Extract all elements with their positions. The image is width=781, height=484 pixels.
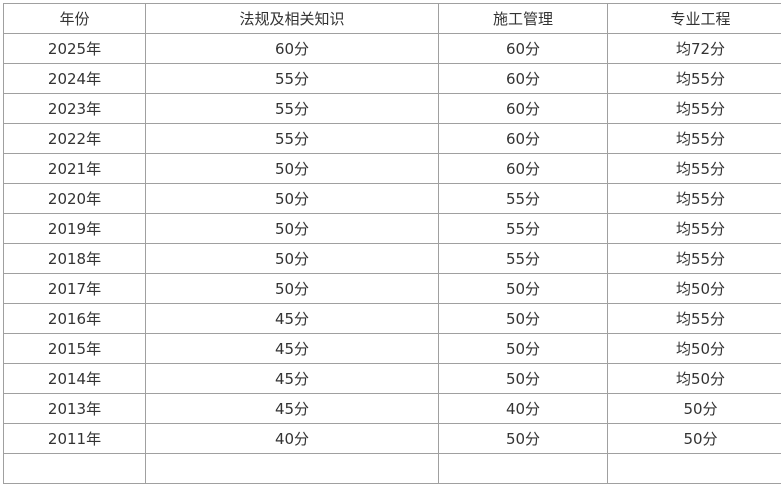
- table-cell: 2017年: [4, 274, 146, 304]
- table-cell: 40分: [146, 424, 439, 454]
- table-cell: 2021年: [4, 154, 146, 184]
- table-cell: [439, 454, 608, 484]
- table-cell: 2015年: [4, 334, 146, 364]
- table-cell: 2025年: [4, 34, 146, 64]
- table-cell: 50分: [439, 334, 608, 364]
- table-cell: 45分: [146, 304, 439, 334]
- table-cell: 均50分: [608, 274, 781, 304]
- table-cell: 50分: [146, 184, 439, 214]
- table-cell: 55分: [146, 124, 439, 154]
- table-cell: 60分: [439, 64, 608, 94]
- table-cell: 55分: [439, 244, 608, 274]
- table-cell: 50分: [439, 364, 608, 394]
- table-cell: 均55分: [608, 124, 781, 154]
- table-cell: 50分: [439, 424, 608, 454]
- column-header: 法规及相关知识: [146, 4, 439, 34]
- table-cell: 45分: [146, 334, 439, 364]
- table-cell: 2024年: [4, 64, 146, 94]
- column-header: 施工管理: [439, 4, 608, 34]
- table-cell: 2022年: [4, 124, 146, 154]
- table-cell: [4, 454, 146, 484]
- table-cell: 2016年: [4, 304, 146, 334]
- table-cell: 60分: [439, 94, 608, 124]
- table-cell: 均55分: [608, 214, 781, 244]
- table-cell: 50分: [608, 424, 781, 454]
- table-cell: 50分: [608, 394, 781, 424]
- table-cell: 均72分: [608, 34, 781, 64]
- table-cell: 55分: [439, 184, 608, 214]
- column-header: 专业工程: [608, 4, 781, 34]
- table-cell: 均55分: [608, 184, 781, 214]
- table-cell: [146, 454, 439, 484]
- table-cell: 2019年: [4, 214, 146, 244]
- table-cell: 均55分: [608, 94, 781, 124]
- table-cell: 40分: [439, 394, 608, 424]
- table-cell: 均55分: [608, 244, 781, 274]
- table-cell: 60分: [146, 34, 439, 64]
- table-cell: 55分: [439, 214, 608, 244]
- table-cell: 50分: [439, 304, 608, 334]
- table-cell: 45分: [146, 394, 439, 424]
- table-cell: 60分: [439, 34, 608, 64]
- table-cell: 50分: [146, 154, 439, 184]
- table-cell: 均55分: [608, 154, 781, 184]
- table-cell: 45分: [146, 364, 439, 394]
- header-row: 年份法规及相关知识施工管理专业工程: [4, 4, 781, 34]
- table-cell: 均55分: [608, 64, 781, 94]
- table-cell: 均50分: [608, 334, 781, 364]
- table-cell: 2014年: [4, 364, 146, 394]
- table-cell: 60分: [439, 154, 608, 184]
- table-cell: 均55分: [608, 304, 781, 334]
- column-header: 年份: [4, 4, 146, 34]
- table-cell: 均50分: [608, 364, 781, 394]
- table-cell: 2020年: [4, 184, 146, 214]
- table-cell: 2013年: [4, 394, 146, 424]
- table-cell: 60分: [439, 124, 608, 154]
- table-cell: 50分: [439, 274, 608, 304]
- table-cell: 50分: [146, 244, 439, 274]
- table-cell: 2018年: [4, 244, 146, 274]
- table-cell: 50分: [146, 274, 439, 304]
- table-cell: 55分: [146, 64, 439, 94]
- table-cell: 2011年: [4, 424, 146, 454]
- table-cell: [608, 454, 781, 484]
- table-cell: 2023年: [4, 94, 146, 124]
- table-row: [4, 454, 781, 484]
- table-cell: 55分: [146, 94, 439, 124]
- table-cell: 50分: [146, 214, 439, 244]
